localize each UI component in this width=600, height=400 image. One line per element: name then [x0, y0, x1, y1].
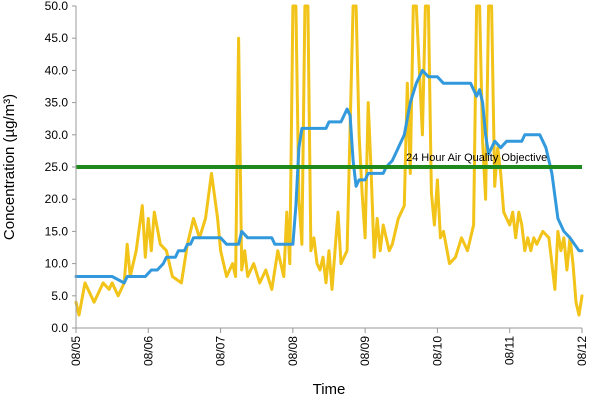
- x-tick-label: 08/09: [358, 336, 372, 366]
- plot-series: [74, 4, 584, 317]
- y-tick-label: 30.0: [45, 128, 69, 142]
- x-tick-label: 08/10: [430, 336, 444, 366]
- objective-label: 24 Hour Air Quality Objective: [406, 152, 547, 164]
- y-axis-ticks: 0.0 5.0 10.0 15.0 20.0 25.0 30.0 35.0 40.0 45.0 50…: [45, 0, 76, 335]
- y-tick-label: 5.0: [51, 289, 68, 303]
- x-tick-label: 08/07: [214, 336, 228, 366]
- x-axis-ticks: 08/05 08/06 08/07 08/08 08/09 08/10 08/11 08/12: [69, 328, 589, 366]
- x-tick-label: 08/05: [69, 336, 83, 366]
- y-tick-label: 15.0: [45, 224, 69, 238]
- hourly-concentration-line: [74, 4, 584, 317]
- x-tick-label: 08/11: [503, 336, 517, 365]
- y-tick-label: 20.0: [45, 192, 69, 206]
- y-tick-label: 35.0: [45, 96, 69, 110]
- x-tick-label: 08/08: [286, 336, 300, 366]
- x-tick-label: 08/12: [575, 336, 589, 366]
- x-tick-label: 08/06: [141, 336, 155, 366]
- y-tick-label: 0.0: [51, 321, 68, 335]
- x-axis-title: Time: [313, 381, 346, 398]
- y-tick-label: 50.0: [45, 0, 69, 13]
- y-tick-label: 40.0: [45, 63, 69, 77]
- y-tick-label: 45.0: [45, 31, 69, 45]
- rolling-mean-line: [74, 68, 584, 285]
- y-tick-label: 10.0: [45, 257, 69, 271]
- y-tick-label: 25.0: [45, 160, 69, 174]
- y-axis-title: Concentration (µg/m³): [1, 94, 18, 240]
